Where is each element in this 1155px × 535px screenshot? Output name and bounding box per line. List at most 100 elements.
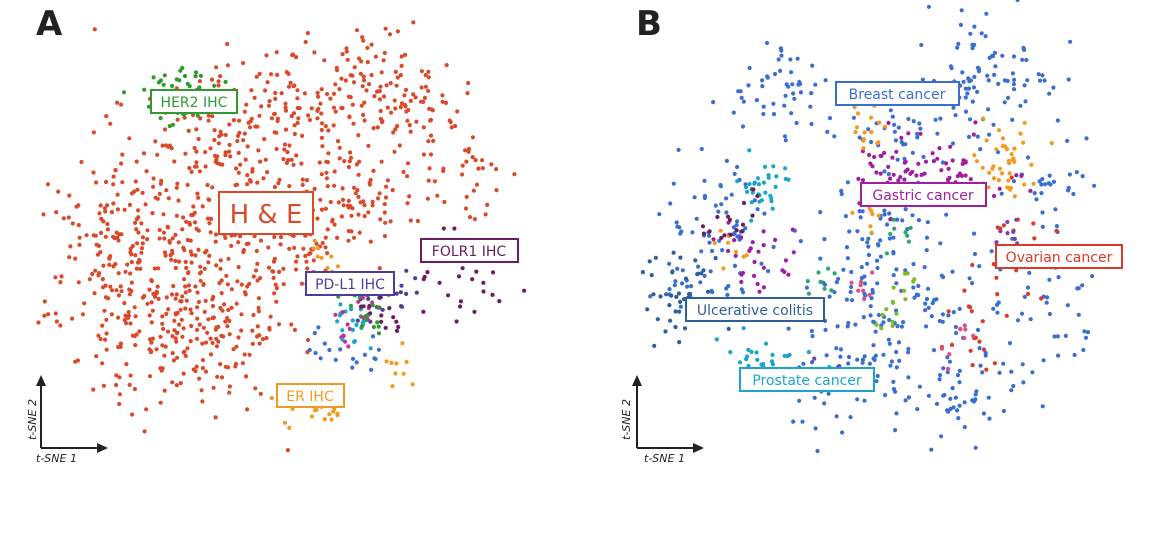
label-her2-text: HER2 IHC — [161, 95, 228, 111]
he-point — [393, 127, 398, 132]
he-point — [408, 218, 413, 223]
prostate-point — [746, 347, 751, 352]
breast-point — [680, 281, 685, 286]
breast-point — [894, 267, 899, 272]
he-point — [274, 130, 279, 135]
he-point — [227, 122, 232, 127]
he-point — [147, 374, 153, 379]
he-point — [200, 358, 205, 363]
he-point — [130, 412, 135, 417]
breast-point — [972, 24, 977, 29]
breast-point — [1011, 383, 1016, 389]
he-point — [405, 161, 411, 166]
tissue-point — [867, 292, 872, 297]
he-point — [276, 181, 281, 186]
tissue-point — [862, 130, 867, 135]
label-folr1-text: FOLR1 IHC — [432, 244, 507, 260]
he-point — [244, 102, 249, 107]
he-point — [101, 263, 106, 268]
tissue-point — [805, 279, 810, 284]
he-point — [248, 119, 253, 124]
ihc-point — [394, 361, 399, 366]
he-point — [151, 184, 156, 189]
breast-point — [957, 403, 962, 408]
he-point — [104, 331, 109, 336]
he-point — [430, 108, 435, 113]
her2-point — [121, 90, 127, 95]
he-point — [389, 110, 394, 115]
tissue-point — [869, 209, 874, 214]
he-point — [116, 238, 121, 243]
breast-point — [1011, 54, 1017, 59]
he-point — [356, 133, 361, 138]
gastric-point — [888, 217, 893, 222]
breast-point — [782, 134, 788, 139]
breast-point — [786, 84, 791, 89]
ihc-point — [312, 238, 317, 243]
he-point — [211, 385, 216, 390]
breast-point — [1081, 347, 1086, 353]
tissue-point — [958, 327, 963, 332]
breast-point — [961, 79, 966, 84]
ovarian-point — [1025, 291, 1031, 296]
tissue-point — [861, 288, 866, 293]
he-point — [365, 45, 370, 51]
he-point — [119, 232, 124, 237]
ihc-point — [329, 254, 334, 259]
he-point — [179, 317, 184, 322]
tissue-point — [701, 231, 707, 236]
he-point — [172, 159, 177, 164]
he-point — [162, 127, 168, 132]
breast-point — [1021, 380, 1026, 385]
he-point — [127, 292, 132, 297]
he-point — [387, 32, 393, 37]
label-her2: HER2 IHC — [150, 89, 238, 114]
he-point — [272, 291, 277, 296]
he-point — [91, 170, 96, 175]
breast-point — [676, 147, 681, 152]
breast-point — [867, 361, 873, 366]
breast-point — [975, 65, 981, 70]
he-point — [120, 180, 125, 185]
breast-point — [862, 354, 867, 359]
he-point — [188, 238, 193, 243]
breast-point — [886, 172, 891, 177]
breast-point — [1007, 341, 1013, 346]
breast-point — [882, 212, 887, 217]
he-point — [119, 102, 124, 107]
tissue-point — [806, 291, 812, 296]
ovarian-point — [1031, 221, 1036, 226]
her2-point — [161, 82, 166, 87]
he-point — [289, 157, 294, 162]
gastric-point — [946, 177, 951, 182]
breast-point — [883, 393, 888, 398]
he-point — [213, 159, 218, 164]
breast-point — [840, 430, 845, 435]
he-point — [320, 144, 325, 149]
breast-point — [891, 235, 896, 240]
label-pdl1-text: PD-L1 IHC — [315, 277, 385, 293]
he-point — [90, 271, 95, 277]
he-point — [428, 118, 433, 123]
he-point — [384, 83, 389, 88]
prostate-point — [763, 190, 768, 195]
he-point — [328, 199, 333, 205]
he-point — [58, 280, 63, 285]
panel-a-axes: t-SNE 1 t-SNE 2 — [26, 375, 108, 465]
ihc-point — [414, 290, 419, 295]
he-point — [315, 108, 320, 113]
he-point — [191, 367, 196, 372]
he-point — [237, 118, 242, 123]
he-point — [67, 193, 72, 198]
he-point — [195, 290, 200, 295]
he-point — [157, 236, 162, 241]
he-point — [358, 71, 363, 76]
he-point — [245, 182, 250, 187]
he-point — [183, 306, 188, 311]
breast-point — [916, 218, 922, 223]
prostate-point — [806, 350, 812, 355]
gastric-point — [860, 178, 866, 183]
he-point — [79, 159, 84, 165]
breast-point — [906, 116, 911, 122]
ulcerative-point — [658, 294, 663, 299]
